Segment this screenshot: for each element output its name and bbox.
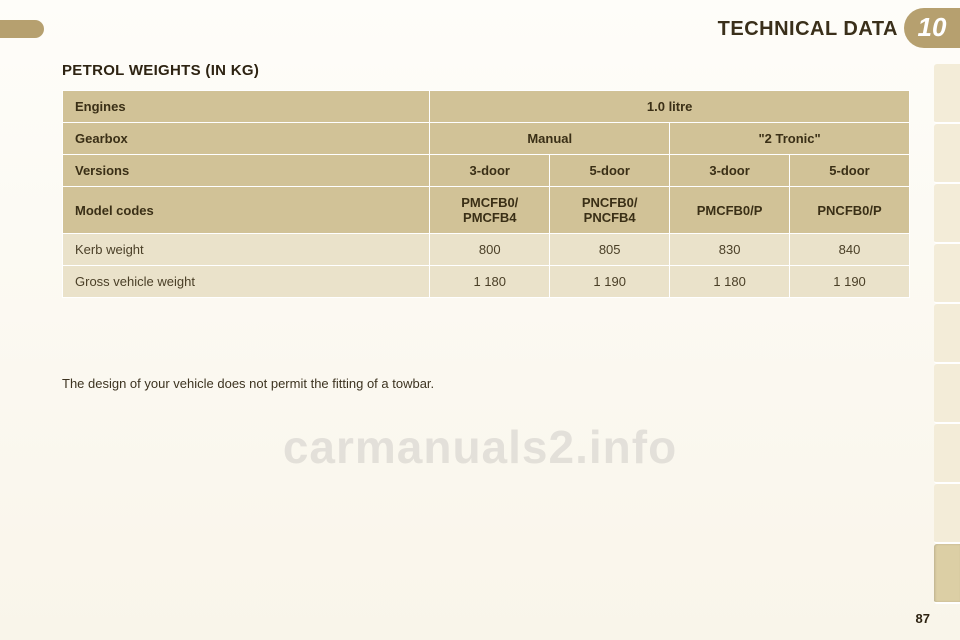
cell: PMCFB0/ PMCFB4 <box>430 187 550 234</box>
chapter-badge: 10 <box>904 8 960 48</box>
cell: 5-door <box>550 155 670 187</box>
cell: PNCFB0/P <box>790 187 910 234</box>
cell: 3-door <box>670 155 790 187</box>
cell: 840 <box>790 234 910 266</box>
row-label: Engines <box>63 91 430 123</box>
side-tab[interactable] <box>934 304 960 364</box>
cell: 830 <box>670 234 790 266</box>
cell: 1 190 <box>550 266 670 298</box>
table-row-gearbox: Gearbox Manual "2 Tronic" <box>63 123 910 155</box>
manual-page: TECHNICAL DATA 10 PETROL WEIGHTS (IN KG)… <box>0 0 960 640</box>
row-label: Versions <box>63 155 430 187</box>
banner-right: TECHNICAL DATA 10 <box>718 12 960 46</box>
cell: 1 180 <box>430 266 550 298</box>
table-row-kerb: Kerb weight 800 805 830 840 <box>63 234 910 266</box>
cell-gearbox-manual: Manual <box>430 123 670 155</box>
section-title: PETROL WEIGHTS (IN KG) <box>62 62 259 79</box>
table-row-gvw: Gross vehicle weight 1 180 1 190 1 180 1… <box>63 266 910 298</box>
table-row-versions: Versions 3-door 5-door 3-door 5-door <box>63 155 910 187</box>
row-label: Gross vehicle weight <box>63 266 430 298</box>
side-tab[interactable] <box>934 364 960 424</box>
row-label: Gearbox <box>63 123 430 155</box>
watermark: carmanuals2.info <box>0 420 960 474</box>
cell-gearbox-2tronic: "2 Tronic" <box>670 123 910 155</box>
side-tab-active[interactable] <box>934 544 960 604</box>
row-label: Kerb weight <box>63 234 430 266</box>
weights-table: Engines 1.0 litre Gearbox Manual "2 Tron… <box>62 90 910 298</box>
cell: PMCFB0/P <box>670 187 790 234</box>
cell: 3-door <box>430 155 550 187</box>
page-heading: TECHNICAL DATA <box>718 18 904 41</box>
cell: 5-door <box>790 155 910 187</box>
row-label: Model codes <box>63 187 430 234</box>
side-tab[interactable] <box>934 64 960 124</box>
side-tab[interactable] <box>934 484 960 544</box>
cell-engine: 1.0 litre <box>430 91 910 123</box>
table-row-engines: Engines 1.0 litre <box>63 91 910 123</box>
side-tab[interactable] <box>934 424 960 484</box>
table-row-model-codes: Model codes PMCFB0/ PMCFB4 PNCFB0/ PNCFB… <box>63 187 910 234</box>
cell: 800 <box>430 234 550 266</box>
top-banner: TECHNICAL DATA 10 <box>0 12 960 46</box>
side-tab[interactable] <box>934 244 960 304</box>
cell: 1 180 <box>670 266 790 298</box>
banner-left-accent <box>0 20 44 38</box>
side-tabs <box>934 64 960 604</box>
cell: 805 <box>550 234 670 266</box>
cell: 1 190 <box>790 266 910 298</box>
chapter-number: 10 <box>918 12 947 43</box>
side-tab[interactable] <box>934 124 960 184</box>
cell: PNCFB0/ PNCFB4 <box>550 187 670 234</box>
side-tab[interactable] <box>934 184 960 244</box>
page-number: 87 <box>916 611 930 626</box>
towbar-note: The design of your vehicle does not perm… <box>62 376 434 391</box>
